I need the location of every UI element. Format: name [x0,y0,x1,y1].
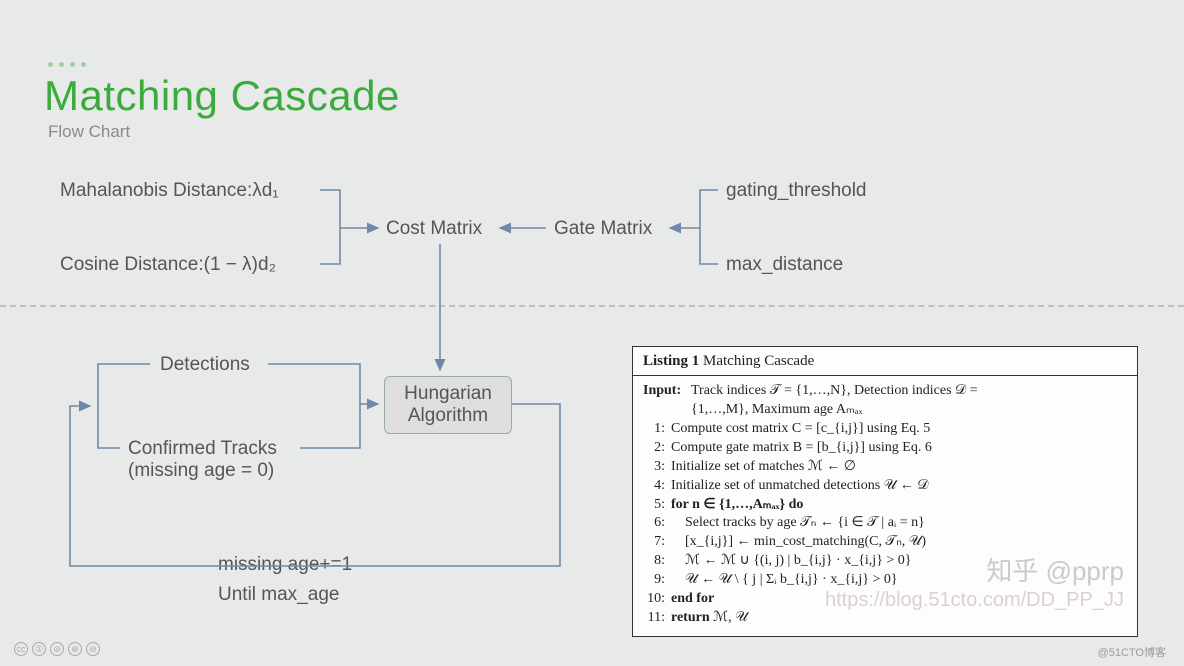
listing-line: end for [671,590,714,609]
node-hungarian: Hungarian Algorithm [384,376,512,434]
node-missing-age: missing age+=1 [218,554,352,576]
listing-input-prefix: Input: [643,383,681,398]
node-gating-threshold: gating_threshold [726,180,867,202]
listing-input-line2: {1,…,M}, Maximum age Aₘₐₓ [691,401,1127,420]
node-cosine: Cosine Distance:(1 − λ)d₂ [60,254,276,276]
node-mahalanobis: Mahalanobis Distance:λd₁ [60,180,279,202]
hungarian-line1: Hungarian [404,383,492,405]
header-dots [48,62,86,67]
listing-line: return ℳ, 𝒰 [671,609,748,628]
listing-line: ℳ ← ℳ ∪ {(i, j) | b_{i,j} · x_{i,j} > 0} [671,552,912,571]
listing-line: for n ∈ {1,…,Aₘₐₓ} do [671,496,803,515]
cc-icon: ⊖ [86,642,100,656]
node-max-distance: max_distance [726,254,843,276]
cc-icon: ⊕ [68,642,82,656]
cc-icon: ① [32,642,46,656]
page-subtitle: Flow Chart [48,122,130,142]
listing-line: 𝒰 ← 𝒰 \ { j | Σᵢ b_{i,j} · x_{i,j} > 0} [671,571,898,590]
confirmed-tracks-line1: Confirmed Tracks [128,438,277,460]
watermark-blog: https://blog.51cto.com/DD_PP_JJ [825,589,1124,612]
hungarian-line2: Algorithm [408,405,488,427]
node-confirmed-tracks: Confirmed Tracks (missing age = 0) [128,438,277,482]
listing-line: Compute cost matrix C = [c_{i,j}] using … [671,420,930,439]
section-divider [0,305,1184,307]
cc-icon: ⊘ [50,642,64,656]
confirmed-tracks-line2: (missing age = 0) [128,460,277,482]
node-cost-matrix: Cost Matrix [386,218,482,240]
listing-line: Compute gate matrix B = [b_{i,j}] using … [671,439,932,458]
listing-line: Initialize set of matches ℳ ← ∅ [671,458,856,477]
listing-title-rest: Matching Cascade [703,353,814,369]
listing-line: [x_{i,j}] ← min_cost_matching(C, 𝒯ₙ, 𝒰) [671,533,926,552]
footer-credit: @51CTO博客 [1098,644,1166,660]
listing-line: Select tracks by age 𝒯ₙ ← {i ∈ 𝒯 | aᵢ = … [671,514,925,533]
listing-title-label: Listing 1 [643,353,699,369]
footer-cc-icons: cc ① ⊘ ⊕ ⊖ [14,642,100,656]
listing-line: Initialize set of unmatched detections 𝒰… [671,477,928,496]
node-detections: Detections [160,354,250,376]
listing-title: Listing 1 Matching Cascade [633,347,1137,376]
page-title: Matching Cascade [44,72,400,120]
listing-input-line1: Track indices 𝒯 = {1,…,N}, Detection ind… [691,382,1127,401]
node-until-max-age: Until max_age [218,584,339,606]
node-gate-matrix: Gate Matrix [554,218,652,240]
watermark-zhihu: 知乎 @pprp [986,551,1124,588]
cc-icon: cc [14,642,28,656]
